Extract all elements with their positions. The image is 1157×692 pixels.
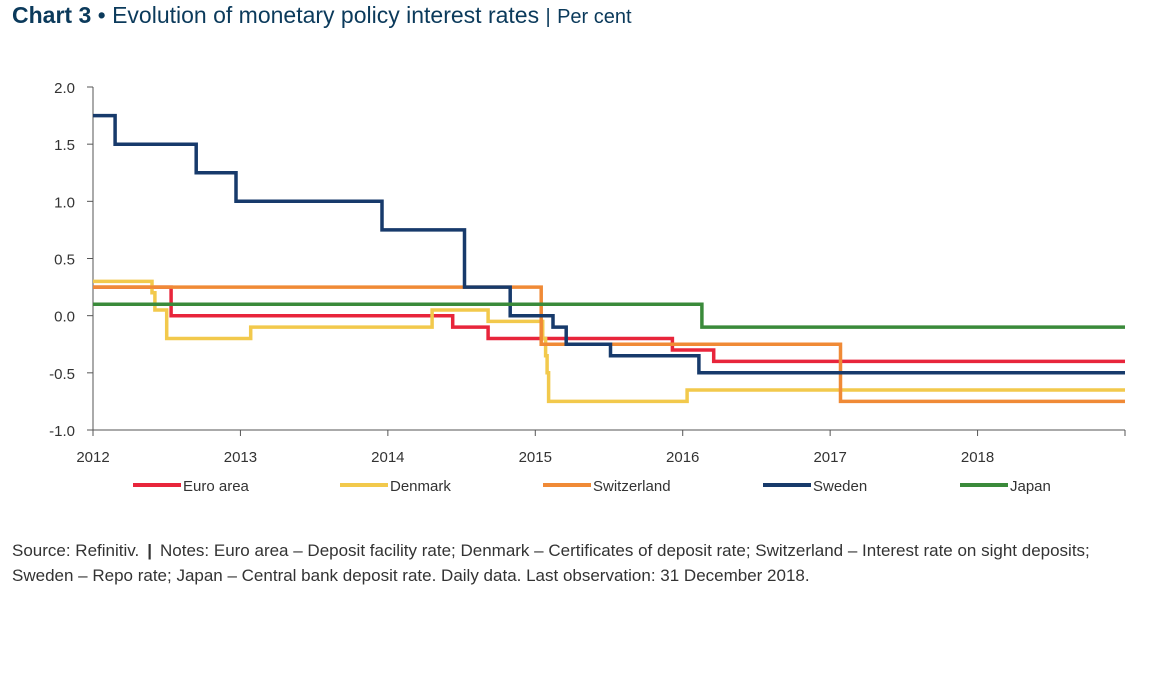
- chart-title: Chart 3 • Evolution of monetary policy i…: [12, 2, 632, 29]
- legend-label-euro-area: Euro area: [183, 478, 250, 495]
- y-tick-label: -1.0: [49, 423, 75, 440]
- x-tick-label: 2015: [519, 449, 552, 466]
- source-notes: Source: Refinitiv. | Notes: Euro area – De…: [12, 538, 1152, 588]
- chart-series: [93, 113, 1125, 404]
- x-tick-label: 2013: [224, 449, 257, 466]
- series-line-euro-area: [93, 285, 1125, 364]
- x-tick-label: 2014: [371, 449, 404, 466]
- x-tick-label: 2012: [76, 449, 109, 466]
- x-tick-label: 2018: [961, 449, 994, 466]
- notes-text: Notes: Euro area – Deposit facility rate…: [12, 541, 1090, 585]
- title-divider: |: [545, 6, 551, 28]
- y-tick-label: 0.5: [54, 252, 75, 269]
- title-text: Evolution of monetary policy interest ra…: [112, 2, 540, 28]
- title-unit: Per cent: [557, 6, 632, 28]
- y-tick-label: -0.5: [49, 366, 75, 383]
- notes-divider: |: [147, 541, 152, 560]
- series-line-denmark: [93, 279, 1125, 404]
- y-tick-label: 2.0: [54, 80, 75, 97]
- chart-legend: Euro area Denmark Switzerland Sweden Japan: [133, 478, 1051, 495]
- legend-label-sweden: Sweden: [813, 478, 867, 495]
- source-text: Source: Refinitiv.: [12, 541, 140, 560]
- legend-label-japan: Japan: [1010, 478, 1051, 495]
- y-tick-label: 1.0: [54, 194, 75, 211]
- x-tick-label: 2016: [666, 449, 699, 466]
- legend-label-switzerland: Switzerland: [593, 478, 671, 495]
- x-tick-label: 2017: [813, 449, 846, 466]
- y-tick-label: 1.5: [54, 137, 75, 154]
- series-line-japan: [93, 302, 1125, 329]
- y-tick-label: 0.0: [54, 309, 75, 326]
- title-separator: •: [97, 2, 106, 28]
- series-line-sweden: [93, 113, 1125, 375]
- chart-number: Chart 3: [12, 2, 92, 28]
- legend-label-denmark: Denmark: [390, 478, 451, 495]
